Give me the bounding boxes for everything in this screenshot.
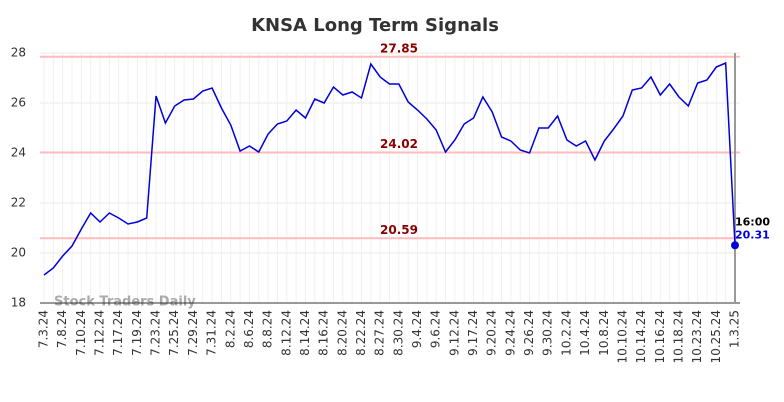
x-tick-label: 10.23.24 xyxy=(690,310,704,363)
watermark: Stock Traders Daily xyxy=(54,295,196,310)
x-tick-label: 10.14.24 xyxy=(634,310,648,363)
x-tick-label: 9.20.24 xyxy=(485,310,499,356)
x-tick-label: 9.6.24 xyxy=(429,310,443,348)
x-tick-label: 8.22.24 xyxy=(354,310,368,356)
x-tick-label: 8.8.24 xyxy=(261,310,275,348)
x-tick-label: 7.19.24 xyxy=(130,310,144,356)
x-tick-label: 7.31.24 xyxy=(205,310,219,356)
x-tick-label: 8.14.24 xyxy=(298,310,312,356)
x-tick-label: 9.4.24 xyxy=(410,310,424,348)
y-tick-label: 22 xyxy=(11,196,26,210)
x-tick-label: 7.12.24 xyxy=(93,310,107,356)
x-tick-label: 9.30.24 xyxy=(541,310,555,356)
signal-label: 27.85 xyxy=(380,41,418,55)
x-tick-label: 7.23.24 xyxy=(149,310,163,356)
chart-title: KNSA Long Term Signals xyxy=(251,15,499,36)
x-tick-label: 10.18.24 xyxy=(671,310,685,363)
x-tick-label: 10.4.24 xyxy=(578,310,592,356)
x-tick-label: 9.26.24 xyxy=(522,310,536,356)
x-tick-label: 7.29.24 xyxy=(186,310,200,356)
x-tick-label: 9.12.24 xyxy=(447,310,461,356)
price-line xyxy=(43,61,736,276)
x-tick-label: 7.8.24 xyxy=(55,310,69,348)
x-tick-label: 8.12.24 xyxy=(279,310,293,356)
x-tick-label: 9.17.24 xyxy=(466,310,480,356)
x-tick-label: 7.17.24 xyxy=(111,310,125,356)
signal-label: 20.59 xyxy=(380,223,418,237)
x-tick-label: 8.20.24 xyxy=(335,310,349,356)
x-tick-label: 8.16.24 xyxy=(317,310,331,356)
signal-label: 24.02 xyxy=(380,137,418,151)
last-time: 16:00 xyxy=(735,215,770,228)
y-tick-label: 26 xyxy=(11,96,26,110)
x-tick-label: 10.2.24 xyxy=(559,310,573,356)
x-tick-label: 10.16.24 xyxy=(653,310,667,363)
x-tick-label: 9.24.24 xyxy=(503,310,517,356)
x-tick-label: 1.3.25 xyxy=(728,310,742,348)
x-tick-label: 8.2.24 xyxy=(223,310,237,348)
x-tick-label: 10.8.24 xyxy=(597,310,611,356)
x-tick-label: 7.25.24 xyxy=(167,310,181,356)
x-tick-label: 8.6.24 xyxy=(242,310,256,348)
y-tick-label: 24 xyxy=(11,146,26,160)
y-tick-label: 28 xyxy=(11,46,26,60)
last-value: 20.31 xyxy=(735,228,770,241)
y-tick-label: 20 xyxy=(11,246,26,260)
x-tick-label: 8.30.24 xyxy=(391,310,405,356)
x-tick-label: 7.10.24 xyxy=(74,310,88,356)
x-tick-label: 10.10.24 xyxy=(615,310,629,363)
x-tick-label: 7.3.24 xyxy=(37,310,51,348)
last-point xyxy=(731,241,739,250)
y-tick-label: 18 xyxy=(11,296,26,310)
x-tick-label: 10.25.24 xyxy=(709,310,723,363)
x-tick-label: 8.27.24 xyxy=(373,310,387,356)
